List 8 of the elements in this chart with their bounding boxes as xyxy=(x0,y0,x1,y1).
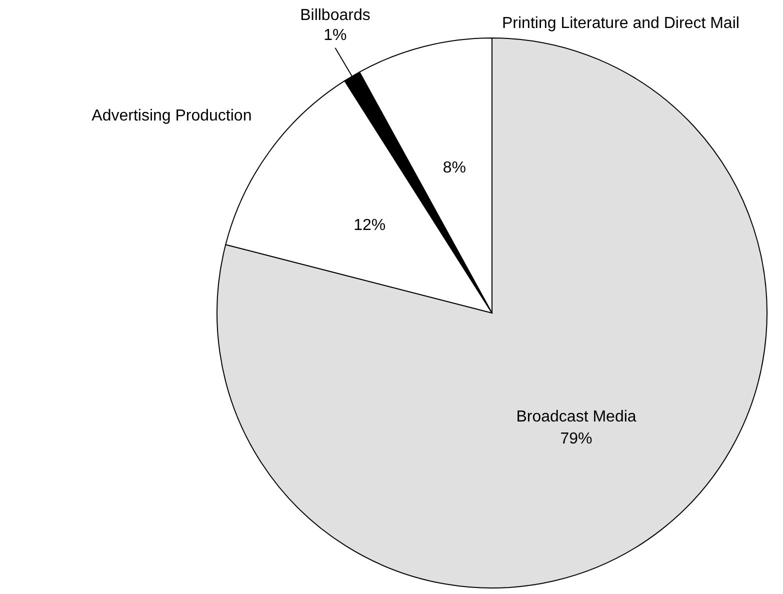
data-label: 1% xyxy=(324,26,347,44)
slice-label: Broadcast Media xyxy=(516,408,636,426)
data-label: 12% xyxy=(354,217,386,234)
slice-label: Advertising Production xyxy=(92,107,252,124)
data-label: 79% xyxy=(560,430,592,448)
slice-label: Billboards xyxy=(300,6,370,24)
slice-label: Printing Literature and Direct Mail xyxy=(502,15,740,32)
data-label: 8% xyxy=(442,160,466,176)
